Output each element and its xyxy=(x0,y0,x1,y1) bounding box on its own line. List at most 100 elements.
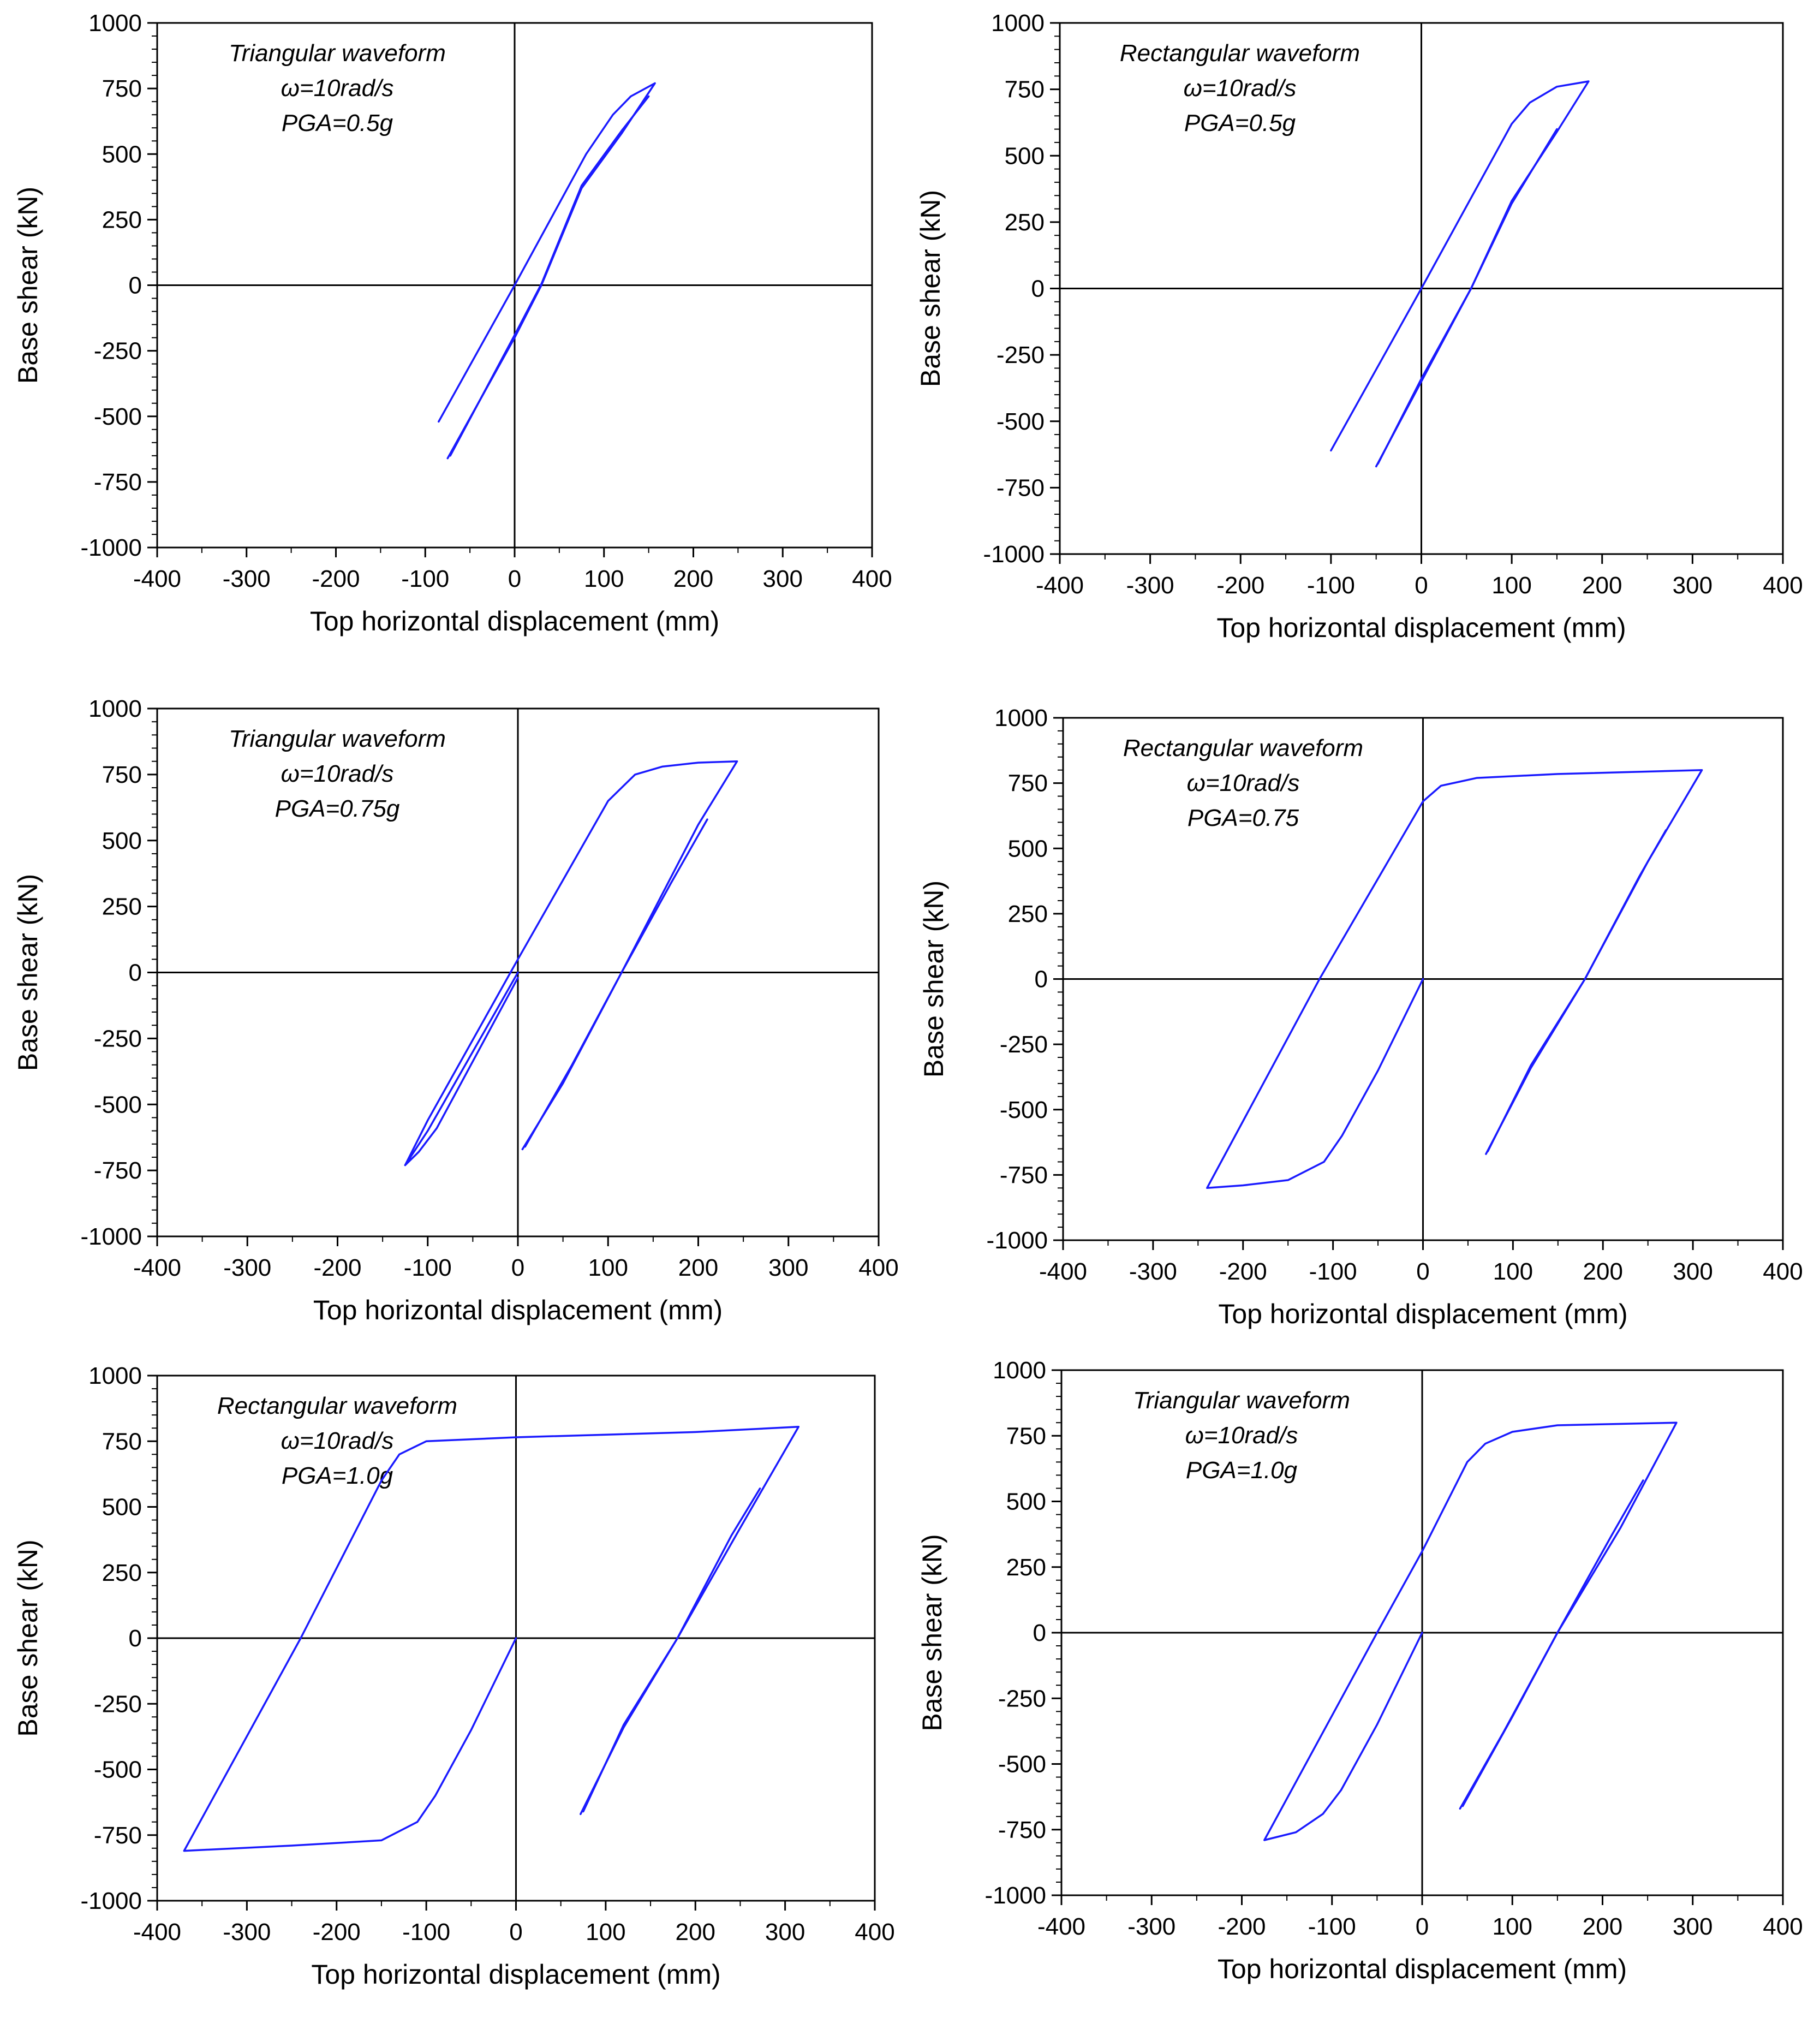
x-axis-title: Top horizontal displacement (mm) xyxy=(311,1959,720,1990)
y-tick-label: -750 xyxy=(998,1817,1046,1843)
y-axis-title: Base shear (kN) xyxy=(918,880,949,1078)
chart-annotation-line: PGA=0.5g xyxy=(1184,110,1296,136)
y-tick-label: 0 xyxy=(129,960,142,986)
chart-annotation-line: Rectangular waveform xyxy=(1123,735,1363,761)
x-axis-title: Top horizontal displacement (mm) xyxy=(1218,1299,1627,1329)
y-tick-label: -1000 xyxy=(80,1888,142,1914)
x-tick-label: 300 xyxy=(1673,1913,1712,1940)
x-tick-label: 300 xyxy=(763,566,803,592)
y-tick-label: 250 xyxy=(1008,901,1048,927)
y-tick-label: 500 xyxy=(102,828,142,854)
x-tick-label: 200 xyxy=(1582,572,1622,599)
x-tick-label: -400 xyxy=(1037,1913,1085,1940)
chart-annotation-line: Triangular waveform xyxy=(229,725,446,752)
y-tick-label: 1000 xyxy=(88,695,142,722)
y-tick-label: 500 xyxy=(1008,835,1048,862)
y-tick-label: 250 xyxy=(102,894,142,920)
x-tick-label: 400 xyxy=(858,1254,898,1281)
series-line-2 xyxy=(1487,829,1667,1153)
y-tick-label: -1000 xyxy=(986,1227,1048,1254)
y-axis-title: Base shear (kN) xyxy=(13,1539,43,1736)
x-tick-label: 100 xyxy=(584,566,624,592)
series-line-1 xyxy=(1263,1421,1678,1841)
y-tick-label: 500 xyxy=(102,141,142,168)
x-tick-label: 300 xyxy=(1673,1258,1712,1285)
y-tick-label: 0 xyxy=(129,272,142,299)
x-tick-label: 300 xyxy=(768,1254,808,1281)
x-axis-title: Top horizontal displacement (mm) xyxy=(1218,1954,1627,1984)
x-tick-label: 200 xyxy=(673,566,713,592)
x-tick-label: -300 xyxy=(1126,572,1174,599)
x-axis-title: Top horizontal displacement (mm) xyxy=(310,606,719,636)
y-tick-label: 0 xyxy=(1035,966,1048,993)
chart-annotation-line: PGA=0.5g xyxy=(282,110,393,136)
y-tick-label: -250 xyxy=(996,342,1045,368)
y-tick-label: -750 xyxy=(1000,1162,1048,1188)
x-tick-label: -300 xyxy=(1127,1913,1175,1940)
y-tick-label: 500 xyxy=(102,1494,142,1521)
x-tick-label: 400 xyxy=(1763,1258,1803,1285)
x-tick-label: 200 xyxy=(1583,1913,1622,1940)
x-tick-label: 200 xyxy=(676,1919,715,1945)
x-tick-label: -200 xyxy=(1218,1913,1266,1940)
y-tick-label: -1000 xyxy=(984,1882,1046,1909)
chart-annotation-line: Triangular waveform xyxy=(229,40,446,67)
x-tick-label: -100 xyxy=(1309,1258,1357,1285)
x-tick-label: 100 xyxy=(1491,572,1531,599)
x-tick-label: -400 xyxy=(133,1254,181,1281)
x-tick-label: 200 xyxy=(678,1254,718,1281)
y-tick-label: -500 xyxy=(1000,1097,1048,1123)
y-tick-label: -500 xyxy=(94,1757,142,1783)
series-line-1 xyxy=(183,1426,800,1852)
chart-panel-3: -400 -300 -200 -100 0 100 200 300 400-1000-750-5… xyxy=(13,695,899,1325)
chart-annotation-line: PGA=1.0g xyxy=(282,1462,393,1489)
y-tick-label: 750 xyxy=(1006,1423,1046,1449)
chart-annotation-line: Triangular waveform xyxy=(1133,1387,1350,1414)
y-tick-label: -750 xyxy=(94,1157,142,1184)
chart-annotation-line: ω=10rad/s xyxy=(281,75,394,102)
y-tick-label: -750 xyxy=(996,474,1045,501)
y-tick-label: 0 xyxy=(129,1625,142,1652)
y-tick-label: 1000 xyxy=(991,10,1045,37)
y-tick-label: 0 xyxy=(1031,276,1045,302)
series-line-3 xyxy=(524,818,708,1148)
y-tick-label: -250 xyxy=(1000,1031,1048,1058)
x-tick-label: -100 xyxy=(1308,1913,1356,1940)
x-tick-label: -100 xyxy=(404,1254,452,1281)
chart-annotation-line: ω=10rad/s xyxy=(281,1427,394,1454)
x-tick-label: 100 xyxy=(588,1254,628,1281)
x-tick-label: 200 xyxy=(1583,1258,1623,1285)
x-tick-label: -100 xyxy=(1307,572,1355,599)
x-tick-label: -300 xyxy=(223,566,271,592)
x-axis-title: Top horizontal displacement (mm) xyxy=(1216,612,1626,643)
x-tick-label: 0 xyxy=(1416,1258,1429,1285)
series-line-2 xyxy=(1461,1479,1644,1807)
chart-annotation-line: Rectangular waveform xyxy=(217,1393,457,1419)
x-tick-label: 400 xyxy=(1763,1913,1803,1940)
x-tick-label: 300 xyxy=(765,1919,805,1945)
x-tick-label: 300 xyxy=(1673,572,1712,599)
x-tick-label: -400 xyxy=(133,566,181,592)
x-tick-label: -200 xyxy=(313,1254,361,1281)
chart-annotation-line: ω=10rad/s xyxy=(281,760,394,787)
x-tick-label: -100 xyxy=(402,1919,450,1945)
series-line-2 xyxy=(582,1488,761,1813)
y-axis-title: Base shear (kN) xyxy=(13,874,43,1071)
x-tick-label: 100 xyxy=(1493,1913,1532,1940)
x-tick-label: 0 xyxy=(511,1254,524,1281)
y-tick-label: 1000 xyxy=(88,10,142,37)
y-tick-label: 0 xyxy=(1033,1620,1046,1646)
x-tick-label: 100 xyxy=(1493,1258,1533,1285)
y-tick-label: 250 xyxy=(1006,1554,1046,1581)
chart-annotation-line: PGA=0.75g xyxy=(275,795,400,822)
x-tick-label: -300 xyxy=(1129,1258,1177,1285)
y-tick-label: -1000 xyxy=(80,534,142,561)
x-tick-label: 0 xyxy=(1415,572,1428,599)
x-tick-label: 0 xyxy=(1416,1913,1429,1940)
y-tick-label: -500 xyxy=(998,1751,1046,1778)
y-tick-label: -500 xyxy=(94,1091,142,1118)
chart-annotation-line: ω=10rad/s xyxy=(1187,770,1300,796)
chart-panel-6: -400 -300 -200 -100 0 100 200 300 400-1000-750-5… xyxy=(917,1357,1803,1984)
x-tick-label: -300 xyxy=(223,1254,271,1281)
